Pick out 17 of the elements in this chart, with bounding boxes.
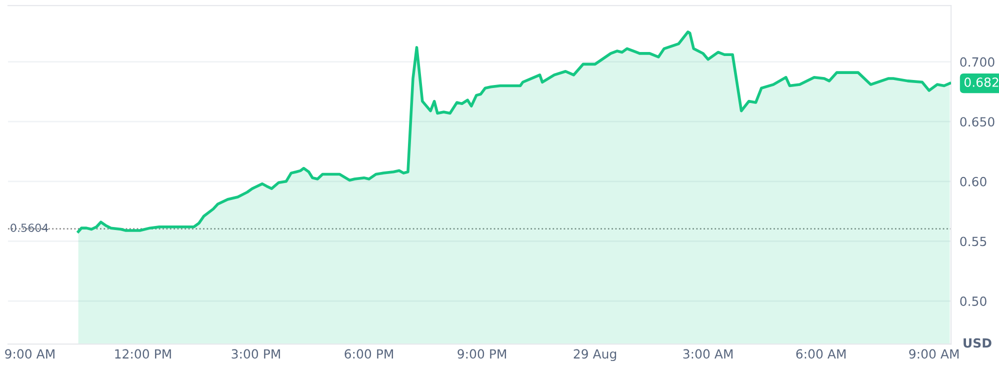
y-tick-label: 0.650 [960,117,994,127]
x-tick-label: 9:00 PM [458,349,506,359]
x-tick-label: 3:00 AM [683,349,733,359]
x-tick-label: 6:00 PM [344,349,393,359]
x-tick-label: 12:00 PM [115,349,171,359]
y-tick-label: 0.700 [960,57,994,67]
x-tick-label: 9:00 AM [5,349,54,359]
y-tick-label: 0.60 [960,176,986,186]
annotation: 0.682 [964,78,998,87]
x-tick-label: 6:00 AM [796,349,846,359]
y-tick-label: 0.50 [960,296,986,306]
ref-line-label: 0.5604 [10,224,48,232]
x-tick-label: 9:00 AM [909,349,959,359]
y-tick-label: 0.55 [960,236,986,246]
y-axis-title: USD [964,338,992,348]
x-tick-label: 3:00 PM [232,349,280,359]
x-tick-label: 29 Aug [574,349,616,362]
